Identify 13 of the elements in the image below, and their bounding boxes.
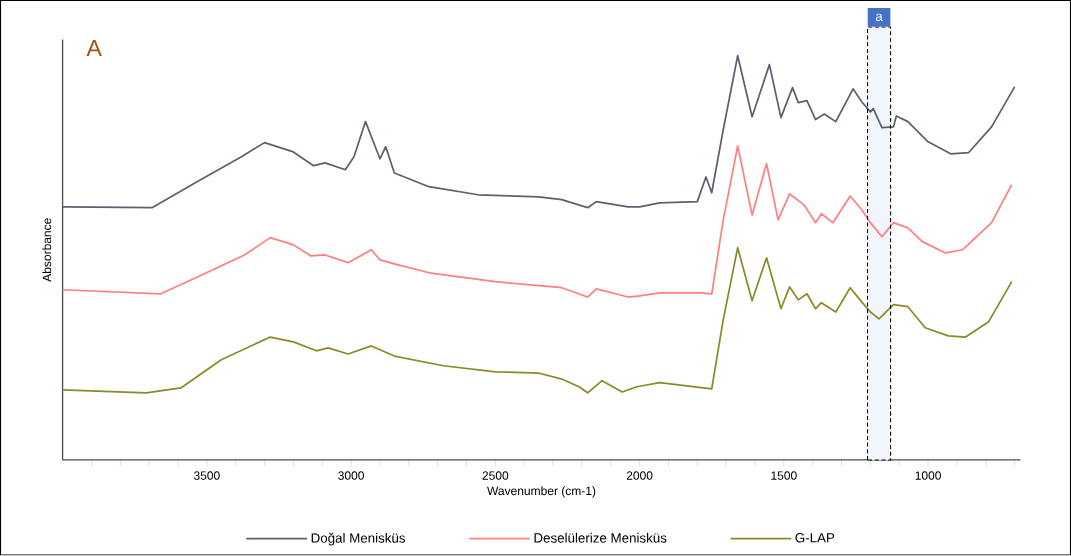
legend-label: Doğal Menisküs (311, 533, 406, 546)
x-tick-label: 3500 (193, 471, 220, 481)
x-axis-title: Wavenumber (cm-1) (487, 486, 596, 498)
legend-label: G-LAP (795, 533, 835, 543)
x-tick-label: 2500 (482, 471, 509, 481)
x-tick-label: 1000 (915, 471, 941, 481)
legend-label: Deselülerize Menisküs (534, 533, 667, 543)
x-tick-label: 2000 (626, 471, 653, 481)
x-tick-label: 1500 (771, 471, 797, 481)
annotation: A (86, 40, 102, 57)
x-tick-label: 3000 (338, 471, 364, 481)
y-axis-title: Absorbance (42, 218, 52, 282)
band-label: a (875, 13, 883, 22)
